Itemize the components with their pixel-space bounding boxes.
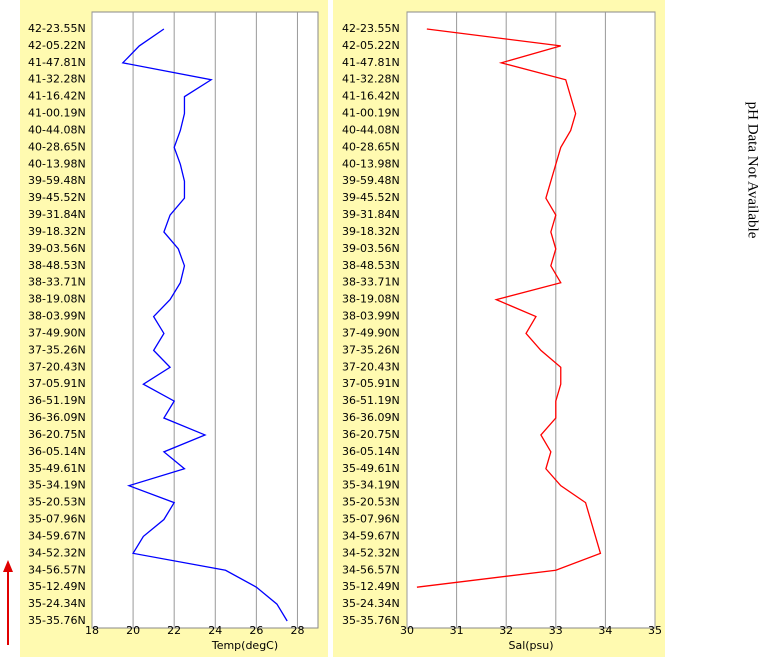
y-tick-label: 35-20.53N	[342, 496, 400, 509]
data-line	[121, 28, 288, 622]
y-tick-label: 37-20.43N	[28, 360, 86, 373]
x-tick-label: 35	[648, 624, 662, 637]
y-tick-label: 37-05.91N	[342, 377, 400, 390]
y-tick-label: 39-03.56N	[28, 242, 86, 255]
y-tick-label: 39-45.52N	[28, 191, 86, 204]
x-tick-label: 20	[126, 624, 140, 637]
y-tick-label: 38-03.99N	[28, 310, 86, 323]
y-tick-label: 35-49.61N	[28, 462, 86, 475]
y-tick-label: 41-47.81N	[342, 56, 400, 69]
y-tick-label: 35-07.96N	[342, 513, 400, 526]
plot-area	[406, 11, 656, 629]
y-tick-label: 42-23.55N	[342, 22, 400, 35]
y-tick-label: 34-52.32N	[28, 546, 86, 559]
y-tick-label: 38-33.71N	[342, 276, 400, 289]
y-tick-label: 36-20.75N	[28, 428, 86, 441]
side-text: pH Data Not Available	[745, 102, 761, 239]
y-tick-label: 41-32.28N	[342, 73, 400, 86]
y-tick-label: 35-35.76N	[28, 614, 86, 627]
y-tick-label: 36-36.09N	[28, 411, 86, 424]
y-tick-label: 37-49.90N	[342, 326, 400, 339]
y-tick-label: 38-19.08N	[28, 293, 86, 306]
x-tick-label: 34	[598, 624, 612, 637]
y-tick-label: 36-51.19N	[342, 394, 400, 407]
arrow-head	[3, 560, 13, 572]
y-tick-label: 36-05.14N	[28, 445, 86, 458]
y-tick-label: 34-52.32N	[342, 546, 400, 559]
x-tick-label: 32	[499, 624, 513, 637]
y-tick-label: 34-59.67N	[342, 529, 400, 542]
x-tick-label: 30	[400, 624, 414, 637]
y-tick-label: 41-16.42N	[28, 90, 86, 103]
y-tick-label: 37-20.43N	[342, 360, 400, 373]
y-tick-label: 35-34.19N	[342, 479, 400, 492]
x-tick-label: 24	[208, 624, 222, 637]
y-tick-label: 39-59.48N	[28, 174, 86, 187]
y-tick-label: 40-13.98N	[28, 157, 86, 170]
x-tick-label: 33	[549, 624, 563, 637]
y-tick-label: 38-19.08N	[342, 293, 400, 306]
y-tick-label: 37-05.91N	[28, 377, 86, 390]
x-axis-label: Sal(psu)	[508, 639, 553, 652]
y-tick-label: 37-35.26N	[28, 343, 86, 356]
y-tick-label: 41-00.19N	[342, 107, 400, 120]
y-tick-label: 36-51.19N	[28, 394, 86, 407]
y-tick-label: 42-05.22N	[342, 39, 400, 52]
y-tick-label: 41-16.42N	[342, 90, 400, 103]
y-tick-label: 35-24.34N	[342, 597, 400, 610]
x-tick-label: 31	[450, 624, 464, 637]
y-tick-label: 34-56.57N	[28, 563, 86, 576]
y-tick-label: 35-49.61N	[342, 462, 400, 475]
y-tick-label: 41-32.28N	[28, 73, 86, 86]
y-tick-label: 40-28.65N	[28, 140, 86, 153]
y-tick-label: 35-07.96N	[28, 513, 86, 526]
y-tick-label: 39-18.32N	[342, 225, 400, 238]
y-tick-label: 34-56.57N	[342, 563, 400, 576]
y-tick-label: 35-35.76N	[342, 614, 400, 627]
y-tick-label: 38-03.99N	[342, 310, 400, 323]
y-tick-label: 40-28.65N	[342, 140, 400, 153]
y-tick-label: 35-34.19N	[28, 479, 86, 492]
y-tick-label: 41-00.19N	[28, 107, 86, 120]
x-tick-label: 22	[167, 624, 181, 637]
y-tick-label: 39-31.84N	[28, 208, 86, 221]
y-tick-label: 35-12.49N	[342, 580, 400, 593]
y-tick-label: 34-59.67N	[28, 529, 86, 542]
x-axis-label: Temp(degC)	[211, 639, 278, 652]
y-tick-label: 37-35.26N	[342, 343, 400, 356]
y-tick-label: 37-49.90N	[28, 326, 86, 339]
x-tick-label: 26	[249, 624, 263, 637]
y-tick-label: 39-59.48N	[342, 174, 400, 187]
y-tick-label: 42-23.55N	[28, 22, 86, 35]
y-tick-label: 35-12.49N	[28, 580, 86, 593]
y-tick-label: 42-05.22N	[28, 39, 86, 52]
x-tick-label: 18	[85, 624, 99, 637]
plot-area	[91, 11, 319, 629]
y-tick-label: 38-33.71N	[28, 276, 86, 289]
y-tick-label: 36-36.09N	[342, 411, 400, 424]
y-tick-label: 41-47.81N	[28, 56, 86, 69]
y-tick-label: 38-48.53N	[28, 259, 86, 272]
y-tick-label: 35-20.53N	[28, 496, 86, 509]
y-tick-label: 40-44.08N	[342, 123, 400, 136]
y-tick-label: 36-20.75N	[342, 428, 400, 441]
y-tick-label: 40-44.08N	[28, 123, 86, 136]
y-tick-label: 39-31.84N	[342, 208, 400, 221]
y-tick-label: 39-45.52N	[342, 191, 400, 204]
y-tick-label: 40-13.98N	[342, 157, 400, 170]
y-tick-label: 39-03.56N	[342, 242, 400, 255]
x-tick-label: 28	[290, 624, 304, 637]
y-tick-label: 35-24.34N	[28, 597, 86, 610]
y-tick-label: 39-18.32N	[28, 225, 86, 238]
y-tick-label: 36-05.14N	[342, 445, 400, 458]
data-line	[416, 28, 602, 588]
y-tick-label: 38-48.53N	[342, 259, 400, 272]
